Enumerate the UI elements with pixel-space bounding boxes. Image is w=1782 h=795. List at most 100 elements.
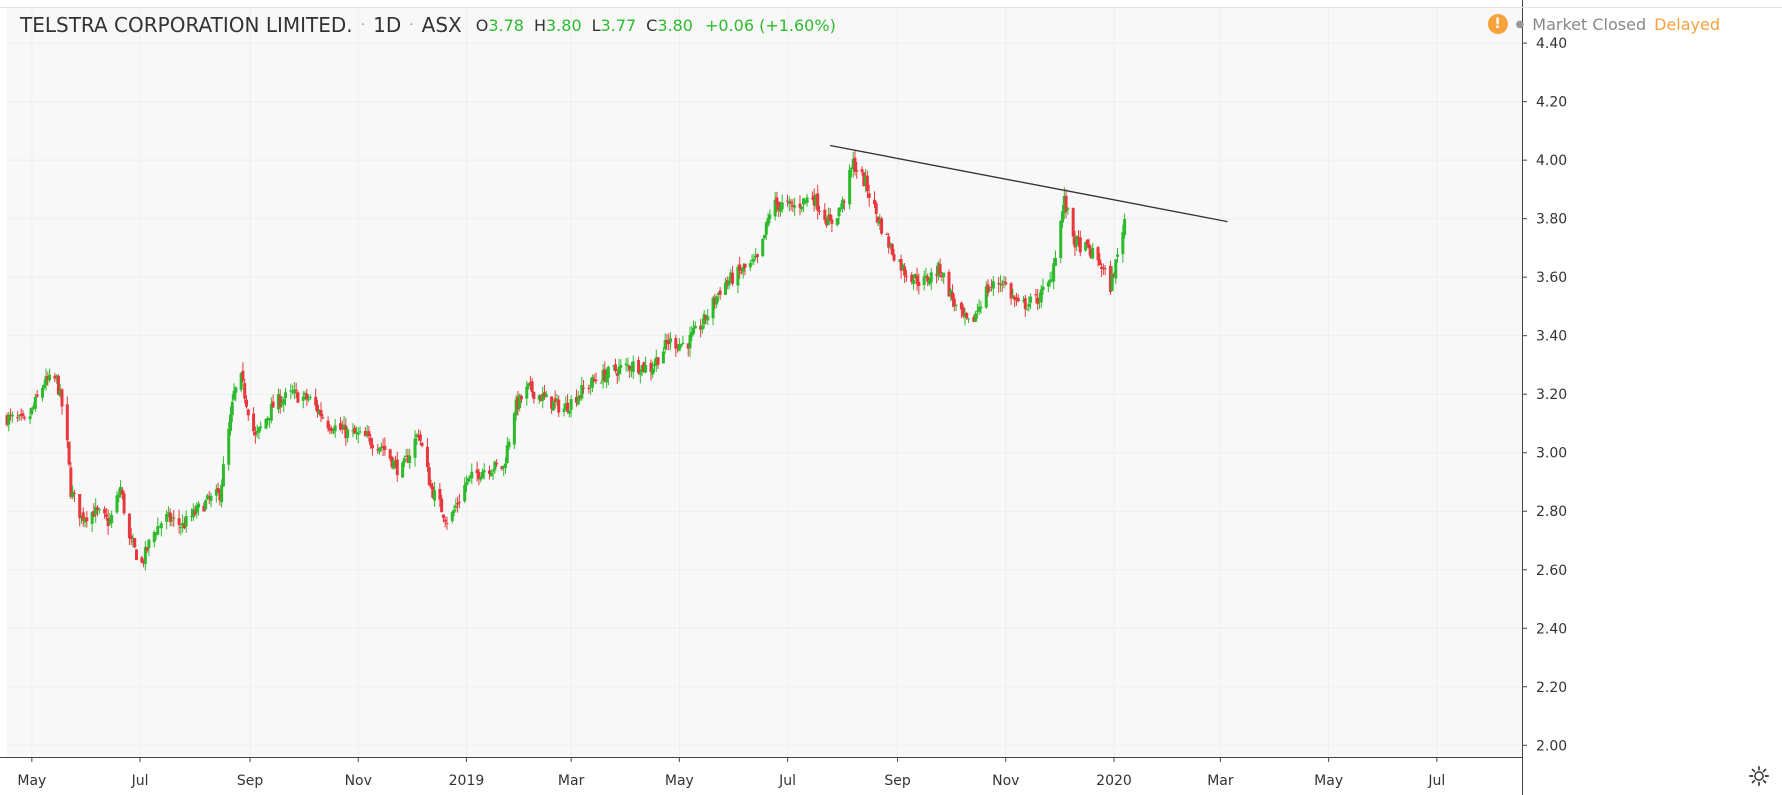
candle-body [601, 369, 605, 382]
candle-body [1062, 195, 1066, 214]
candle-body [257, 427, 261, 433]
candle-body [528, 382, 532, 384]
candle-body [592, 379, 596, 381]
candle-body [319, 409, 323, 417]
y-tick-label: 3.80 [1536, 212, 1567, 228]
candle-body [505, 445, 509, 464]
candle-body [926, 276, 930, 282]
candle-body [413, 438, 417, 458]
candle-body [887, 236, 891, 248]
candle-body [1022, 300, 1026, 302]
candle-body [9, 414, 13, 416]
candle-body [706, 316, 710, 321]
candle-body [835, 218, 839, 225]
candle-body [543, 392, 547, 397]
candle-body [344, 425, 348, 439]
x-tick-label: Mar [1207, 773, 1234, 789]
candle-body [991, 281, 995, 289]
candle-body [1014, 297, 1018, 301]
delayed-label[interactable]: Delayed [1654, 14, 1720, 34]
candle-body [40, 387, 44, 398]
warning-icon[interactable]: ! [1487, 14, 1508, 34]
candle-body [644, 364, 648, 373]
exchange-label: ASX [421, 13, 462, 37]
low-value: 3.77 [600, 15, 637, 35]
y-tick-label: 2.40 [1536, 621, 1567, 637]
candle-body [590, 376, 594, 388]
candle-body [791, 204, 795, 207]
x-tick-label: May [17, 773, 46, 789]
candle-body [913, 273, 917, 279]
candle-body [617, 366, 621, 374]
candle-body [872, 199, 876, 205]
y-tick-label: 2.20 [1536, 680, 1567, 696]
candle-body [353, 427, 357, 434]
candle-body [221, 464, 225, 487]
candle-body [612, 365, 616, 367]
candle-body [1076, 237, 1080, 240]
candle-body [725, 280, 729, 283]
candle-body [356, 433, 360, 435]
candle-body [491, 470, 495, 472]
open-key: O [475, 15, 489, 35]
candle-body [544, 394, 548, 398]
candle-body [95, 507, 99, 510]
candle-body [17, 415, 21, 417]
candle-body [479, 477, 483, 480]
candle-body [564, 403, 568, 410]
candle-body [800, 206, 804, 210]
candle-body [778, 206, 782, 212]
candle-body [431, 486, 435, 498]
candle-body [786, 200, 790, 202]
candle-body [330, 428, 334, 432]
candle-body [276, 394, 280, 410]
candle-body [119, 486, 123, 495]
candle-body [803, 199, 807, 201]
candle-body [702, 314, 706, 325]
candle-body [140, 557, 144, 563]
change-value: +0.06 (+1.60%) [704, 15, 836, 35]
close-value: 3.80 [657, 15, 693, 35]
candle-body [278, 395, 282, 408]
candle-body [975, 310, 979, 312]
candle-body [901, 264, 905, 270]
candle-body [81, 512, 85, 521]
candle-body [626, 365, 630, 367]
candle-body [910, 274, 914, 283]
candles-group [5, 150, 1127, 571]
candle-body [562, 408, 566, 412]
candle-body [736, 266, 740, 286]
candle-body [363, 431, 367, 437]
candle-body [241, 370, 245, 381]
ohlc-values: O3.78 H3.80 L3.77 C3.80 +0.06 (+1.60%) [476, 16, 836, 35]
candle-body [952, 298, 956, 307]
candle-body [773, 199, 777, 217]
candle-body [1002, 281, 1006, 283]
candle-body [370, 444, 374, 449]
candle-body [1096, 247, 1100, 261]
candle-body [798, 203, 802, 208]
candle-body [122, 493, 126, 514]
status-dot-icon: ● [1515, 18, 1525, 30]
candle-body [752, 258, 756, 262]
candle-body [464, 482, 468, 486]
candle-body [812, 195, 816, 206]
candle-body [307, 399, 311, 401]
candle-body [668, 338, 672, 343]
x-tick-label: May [1314, 773, 1343, 789]
candle-body [292, 389, 296, 394]
candle-body [912, 279, 916, 284]
candle-body [567, 410, 571, 414]
symbol-name[interactable]: TELSTRA CORPORATION LIMITED. [20, 13, 353, 37]
candle-body [512, 413, 516, 445]
candle-body [376, 449, 380, 451]
candle-body [743, 263, 747, 268]
candle-body [965, 312, 969, 318]
candle-body [640, 365, 644, 373]
candle-body [1053, 258, 1057, 266]
interval-label[interactable]: 1D [373, 13, 402, 37]
settings-gear-icon[interactable] [1748, 765, 1770, 787]
candle-body [997, 283, 1001, 285]
